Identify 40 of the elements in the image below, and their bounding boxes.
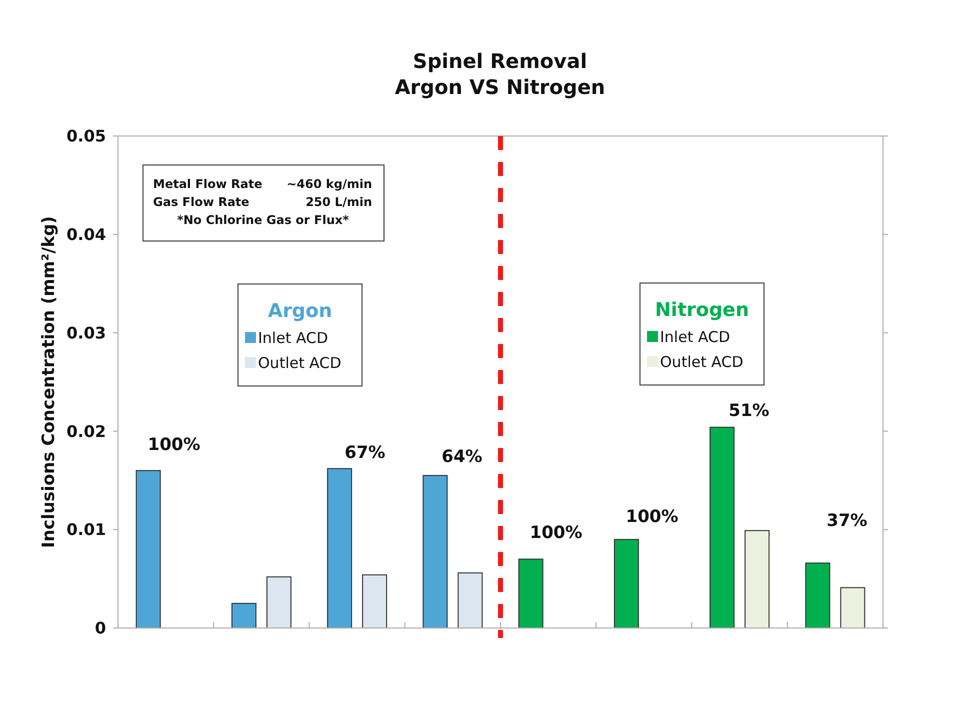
annotation: ~460 kg/min (286, 177, 372, 191)
annotation: 100% (626, 507, 678, 527)
bar (614, 538, 639, 628)
y-tick-label: 0.05 (66, 126, 106, 146)
y-axis-title: Inclusions Concentration (mm²/kg) (39, 216, 59, 548)
y-tick-label: 0 (94, 618, 106, 638)
chart-subtitle: Argon VS Nitrogen (394, 75, 606, 99)
bar (231, 602, 256, 628)
legend-label: Inlet ACD (660, 328, 730, 346)
legend-label: Outlet ACD (258, 354, 342, 372)
annotation: 100% (530, 523, 582, 543)
annotation: 250 L/min (306, 195, 372, 209)
annotation: 37% (826, 511, 868, 531)
y-tick-label: 0.01 (66, 520, 106, 540)
bar (805, 562, 830, 628)
y-tick-label: 0.04 (66, 225, 106, 244)
bar (327, 468, 352, 628)
bar (710, 426, 735, 628)
bar (458, 572, 483, 628)
annotation: 67% (344, 443, 386, 463)
bar (518, 558, 544, 628)
bar (744, 530, 770, 628)
annotation: *No Chlorine Gas or Flux* (177, 213, 350, 227)
bar (422, 474, 448, 628)
annotation: Gas Flow Rate (153, 195, 250, 209)
y-tick-label: 0.02 (66, 422, 106, 441)
annotation: 100% (148, 435, 200, 455)
annotation: Nitrogen (655, 299, 749, 321)
bar (266, 576, 292, 628)
annotation: Argon (268, 300, 332, 322)
annotation: 64% (442, 447, 482, 467)
legend-label: Outlet ACD (660, 353, 744, 371)
y-tick-label: 0.03 (66, 323, 106, 342)
bar (136, 470, 161, 628)
chart-title: Spinel Removal (412, 49, 588, 73)
annotation: Metal Flow Rate (153, 177, 262, 191)
bar (840, 587, 866, 628)
legend-label: Inlet ACD (258, 329, 328, 347)
bar (362, 574, 388, 628)
annotation: 51% (728, 401, 770, 421)
